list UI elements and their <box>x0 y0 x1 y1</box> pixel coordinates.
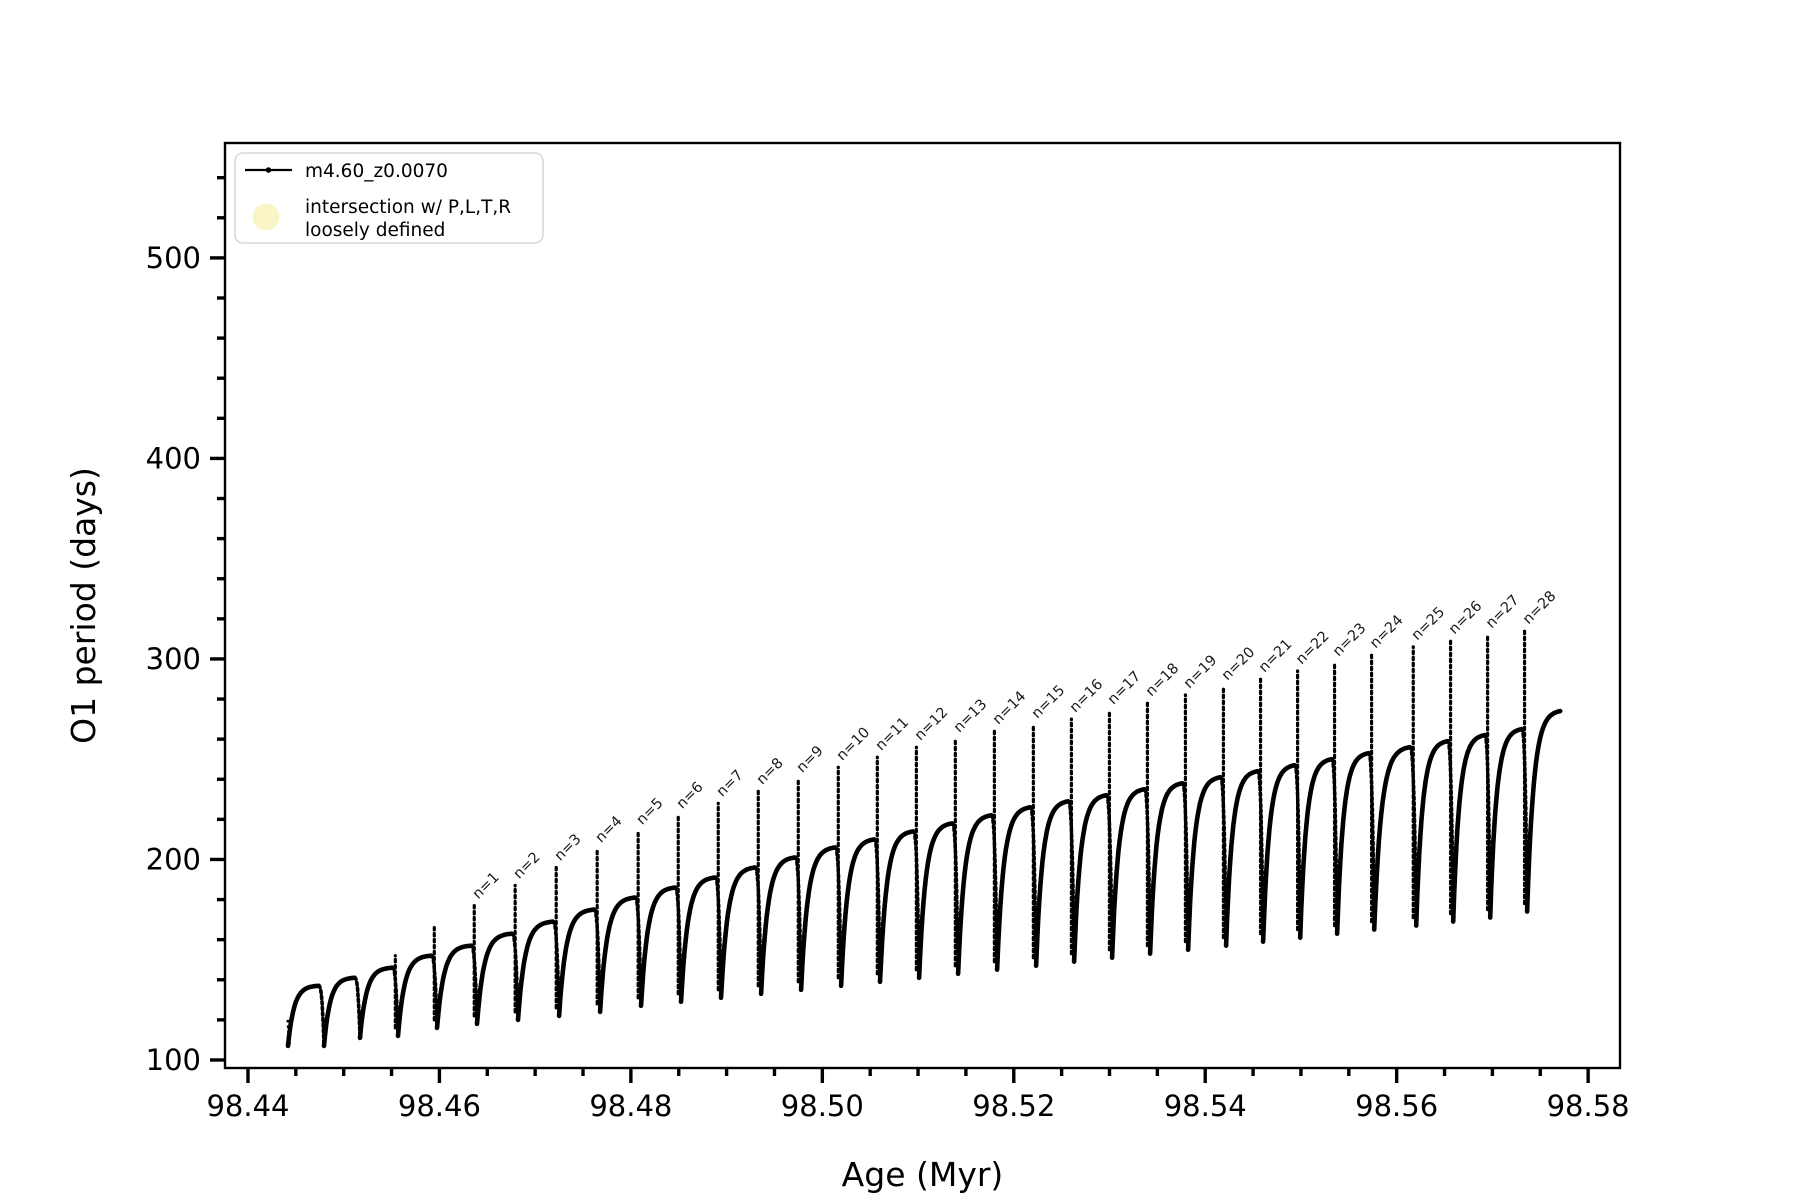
curve-rise-segment <box>321 975 357 1049</box>
legend-circle-marker <box>252 203 280 231</box>
legend-entry-2-label-line2: loosely defined <box>305 220 445 241</box>
curve-fall-segment <box>753 865 763 996</box>
spike-label-n=7: n=7 <box>714 767 747 800</box>
x-tick-label: 98.46 <box>398 1089 481 1123</box>
curve-fall-segment <box>1218 775 1228 948</box>
spike-label-n=5: n=5 <box>634 795 667 828</box>
y-tick-label: 300 <box>146 642 201 676</box>
curve-rise-segment <box>994 805 1033 972</box>
curve-fall-segment <box>989 813 999 972</box>
curve-rise-segment <box>597 895 638 1015</box>
curve-rise-segment <box>1033 799 1071 968</box>
curve-rise-segment <box>1487 726 1524 920</box>
curve-rise-segment <box>1260 762 1297 944</box>
x-tick-label: 98.54 <box>1164 1089 1247 1123</box>
spike-label-n=6: n=6 <box>674 779 707 812</box>
y-tick-label: 400 <box>146 441 201 475</box>
curve-rise-segment <box>678 875 718 1005</box>
curve-fall-segment <box>316 984 326 1048</box>
spike-label-n=21: n=21 <box>1256 636 1295 675</box>
curve-rise-segment <box>515 919 556 1023</box>
x-tick-label: 98.58 <box>1547 1089 1630 1123</box>
spike-label-n=22: n=22 <box>1293 628 1332 667</box>
curve-rise-segment <box>798 845 838 993</box>
legend-entry-1-label: m4.60_z0.0070 <box>305 161 448 182</box>
spike-label-n=28: n=28 <box>1520 588 1559 627</box>
y-tick-label: 200 <box>146 842 201 876</box>
spike-label-n=17: n=17 <box>1105 668 1144 707</box>
curve-rise-segment <box>758 855 798 997</box>
spike-label-n=1: n=1 <box>470 869 503 902</box>
spike-label-n=3: n=3 <box>552 831 585 864</box>
spike-label-n=12: n=12 <box>912 705 951 744</box>
curve-rise-segment <box>638 885 678 1009</box>
curve-rise-segment <box>357 965 395 1041</box>
curve-rise-segment <box>1334 750 1371 936</box>
spike-label-n=27: n=27 <box>1483 592 1522 631</box>
curve-rise-segment <box>1413 738 1450 928</box>
plot-frame <box>223 141 1622 1070</box>
y-tick-label: 100 <box>146 1043 201 1077</box>
spike-label-n=4: n=4 <box>593 813 626 846</box>
curve-rise-segment <box>916 821 955 981</box>
spike-label-n=14: n=14 <box>990 689 1029 728</box>
spike-label-n=26: n=26 <box>1446 598 1485 637</box>
y-tick-label: 500 <box>146 241 201 275</box>
curve-rise-segment <box>877 829 916 985</box>
legend-dot-marker <box>265 167 272 173</box>
spike-label-n=19: n=19 <box>1181 652 1220 691</box>
x-axis-label: Age (Myr) <box>842 1155 1004 1194</box>
curve-rise-segment <box>1147 781 1185 956</box>
spike-label-n=25: n=25 <box>1409 604 1448 643</box>
curve-rise-segment <box>838 837 877 989</box>
curve-rise-segment <box>1185 774 1223 952</box>
curve-rise-segment <box>434 943 474 1031</box>
curve-rise-segment <box>1297 756 1334 940</box>
spike-label-n=16: n=16 <box>1067 676 1106 715</box>
spike-label-n=15: n=15 <box>1029 682 1068 721</box>
curve-rise-segment <box>285 983 321 1049</box>
curve-rise-segment <box>556 907 597 1019</box>
spike-label-n=13: n=13 <box>951 697 990 736</box>
curve-fall-segment <box>352 976 362 1040</box>
curve-fall-segment <box>1482 733 1492 920</box>
spike-label-n=2: n=2 <box>511 849 544 882</box>
curve-rise-segment <box>1071 793 1109 964</box>
curve-rise-segment <box>1109 787 1147 960</box>
curve-rise-segment <box>1371 744 1413 932</box>
curve-rise-segment <box>955 813 994 977</box>
spike-label-n=23: n=23 <box>1330 620 1369 659</box>
curve-rise-segment <box>1450 732 1487 924</box>
x-tick-label: 98.48 <box>589 1089 672 1123</box>
spike-label-n=24: n=24 <box>1367 612 1406 651</box>
curve-rise-segment <box>395 953 434 1039</box>
curve-fall-segment <box>1519 727 1529 914</box>
x-tick-label: 98.52 <box>972 1089 1055 1123</box>
y-axis-label: O1 period (days) <box>64 467 103 744</box>
x-tick-label: 98.56 <box>1355 1089 1438 1123</box>
legend-entry-2-label-line1: intersection w/ P,L,T,R <box>305 197 511 218</box>
curve-rise-segment <box>474 931 515 1027</box>
spike-label-n=11: n=11 <box>873 715 912 754</box>
curve-rise-segment <box>718 865 758 1001</box>
legend-box <box>234 152 544 244</box>
spike-label-n=18: n=18 <box>1143 660 1182 699</box>
spike-label-n=20: n=20 <box>1219 644 1258 683</box>
x-tick-label: 98.44 <box>206 1089 289 1123</box>
x-tick-label: 98.50 <box>781 1089 864 1123</box>
curve-rise-segment <box>1524 708 1563 914</box>
spike-label-n=9: n=9 <box>794 743 827 776</box>
spike-label-n=10: n=10 <box>834 725 873 764</box>
spike-label-n=8: n=8 <box>754 755 787 788</box>
curve-rise-segment <box>1223 768 1260 948</box>
